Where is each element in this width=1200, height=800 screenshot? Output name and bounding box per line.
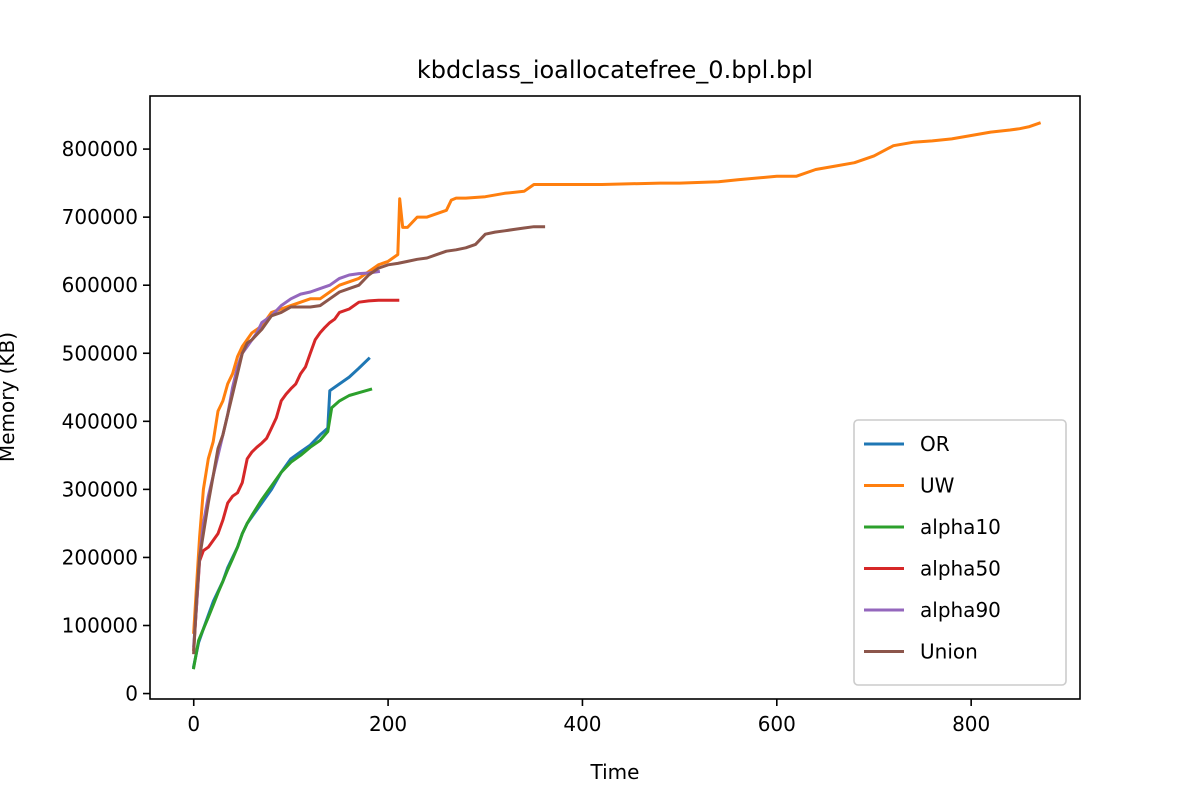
series-line-union [192, 225, 546, 655]
legend-label-alpha50: alpha50 [920, 557, 1001, 581]
series-line-uw [192, 121, 1042, 634]
chart-title: kbdclass_ioallocatefree_0.bpl.bpl [417, 56, 813, 84]
legend-label-or: OR [920, 432, 950, 456]
y-axis-ticks: 0 100000 200000 300000 400000 500000 600000 700… [62, 137, 150, 706]
legend-box [853, 419, 1067, 686]
x-tick-label: 600 [758, 712, 796, 736]
y-tick-label: 500000 [62, 341, 138, 365]
x-tick-label: 200 [369, 712, 407, 736]
y-axis-label: Memory (KB) [0, 332, 19, 462]
y-tick-label: 200000 [62, 545, 138, 569]
x-axis-label: Time [590, 760, 640, 784]
x-tick-label: 400 [563, 712, 601, 736]
y-tick-label: 700000 [62, 205, 138, 229]
legend: OR UW alpha10 alpha50 alpha90 Union [853, 419, 1067, 686]
y-tick-label: 400000 [62, 409, 138, 433]
y-tick-label: 300000 [62, 477, 138, 501]
legend-label-alpha90: alpha90 [920, 598, 1001, 622]
plot-area-frame [149, 95, 1081, 700]
x-axis-ticks: 0 200 400 600 800 [187, 699, 990, 736]
legend-label-uw: UW [920, 474, 955, 498]
x-tick-label: 0 [187, 712, 200, 736]
y-tick-label: 800000 [62, 137, 138, 161]
series-line-alpha10 [191, 387, 373, 670]
y-tick-label: 100000 [62, 613, 138, 637]
series-layer [191, 121, 1042, 670]
y-tick-label: 0 [125, 682, 138, 706]
series-line-alpha50 [192, 298, 400, 651]
y-tick-label: 600000 [62, 273, 138, 297]
legend-label-alpha10: alpha10 [920, 515, 1001, 539]
legend-label-union: Union [920, 640, 978, 664]
x-tick-label: 800 [952, 712, 990, 736]
